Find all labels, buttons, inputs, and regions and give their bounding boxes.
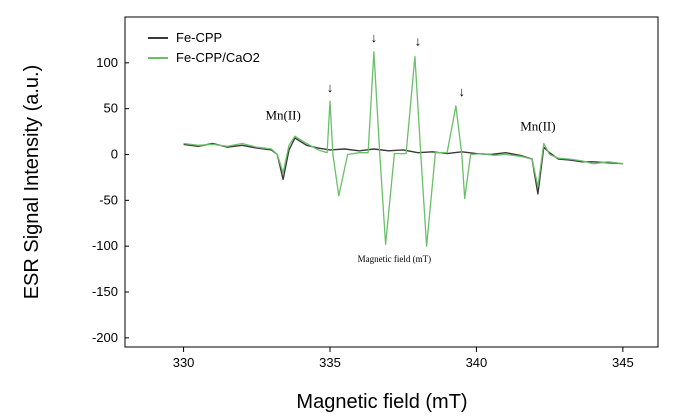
peak-arrow: ↓ xyxy=(415,33,422,48)
annotation-mn-ii: Mn(II) xyxy=(520,119,555,134)
peak-arrow: ↓ xyxy=(371,30,378,45)
legend: Fe-CPP Fe-CPP/CaO2 xyxy=(148,30,260,65)
plot-frame xyxy=(124,16,659,348)
series-line-fe-cpp-cao2 xyxy=(183,51,623,247)
annotation-mn-ii: Mn(II) xyxy=(265,108,300,123)
x-tick-label: 340 xyxy=(466,355,488,370)
x-tick-label: 345 xyxy=(612,355,634,370)
y-axis-ticks: 100 50 0 -50 -100 -150 -200 xyxy=(92,55,129,345)
y-tick-label: 0 xyxy=(111,147,118,162)
y-tick-label: 100 xyxy=(96,55,118,70)
y-tick-label: -200 xyxy=(92,330,118,345)
annotations: Mn(II) Mn(II) ↓ ↓ ↓ ↓ Magnetic field (mT) xyxy=(265,30,555,264)
peak-arrow: ↓ xyxy=(327,80,334,95)
series-line-fe-cpp xyxy=(183,137,623,195)
annotation-magnetic-field: Magnetic field (mT) xyxy=(358,254,431,264)
y-axis-title: ESR Signal Intensity (a.u.) xyxy=(21,65,43,300)
y-tick-label: 50 xyxy=(104,101,118,116)
series-lines xyxy=(183,51,623,247)
y-tick-label: -100 xyxy=(92,238,118,253)
x-tick-label: 335 xyxy=(319,355,341,370)
x-axis-title: Magnetic field (mT) xyxy=(296,391,467,413)
legend-label-fe-cpp: Fe-CPP xyxy=(176,30,222,45)
x-axis-ticks: 330 335 340 345 xyxy=(173,347,634,370)
x-tick-label: 330 xyxy=(173,355,195,370)
y-tick-label: -50 xyxy=(99,192,118,207)
y-tick-label: -150 xyxy=(92,284,118,299)
peak-arrow: ↓ xyxy=(459,84,466,99)
legend-label-fe-cpp-cao2: Fe-CPP/CaO2 xyxy=(176,50,260,65)
